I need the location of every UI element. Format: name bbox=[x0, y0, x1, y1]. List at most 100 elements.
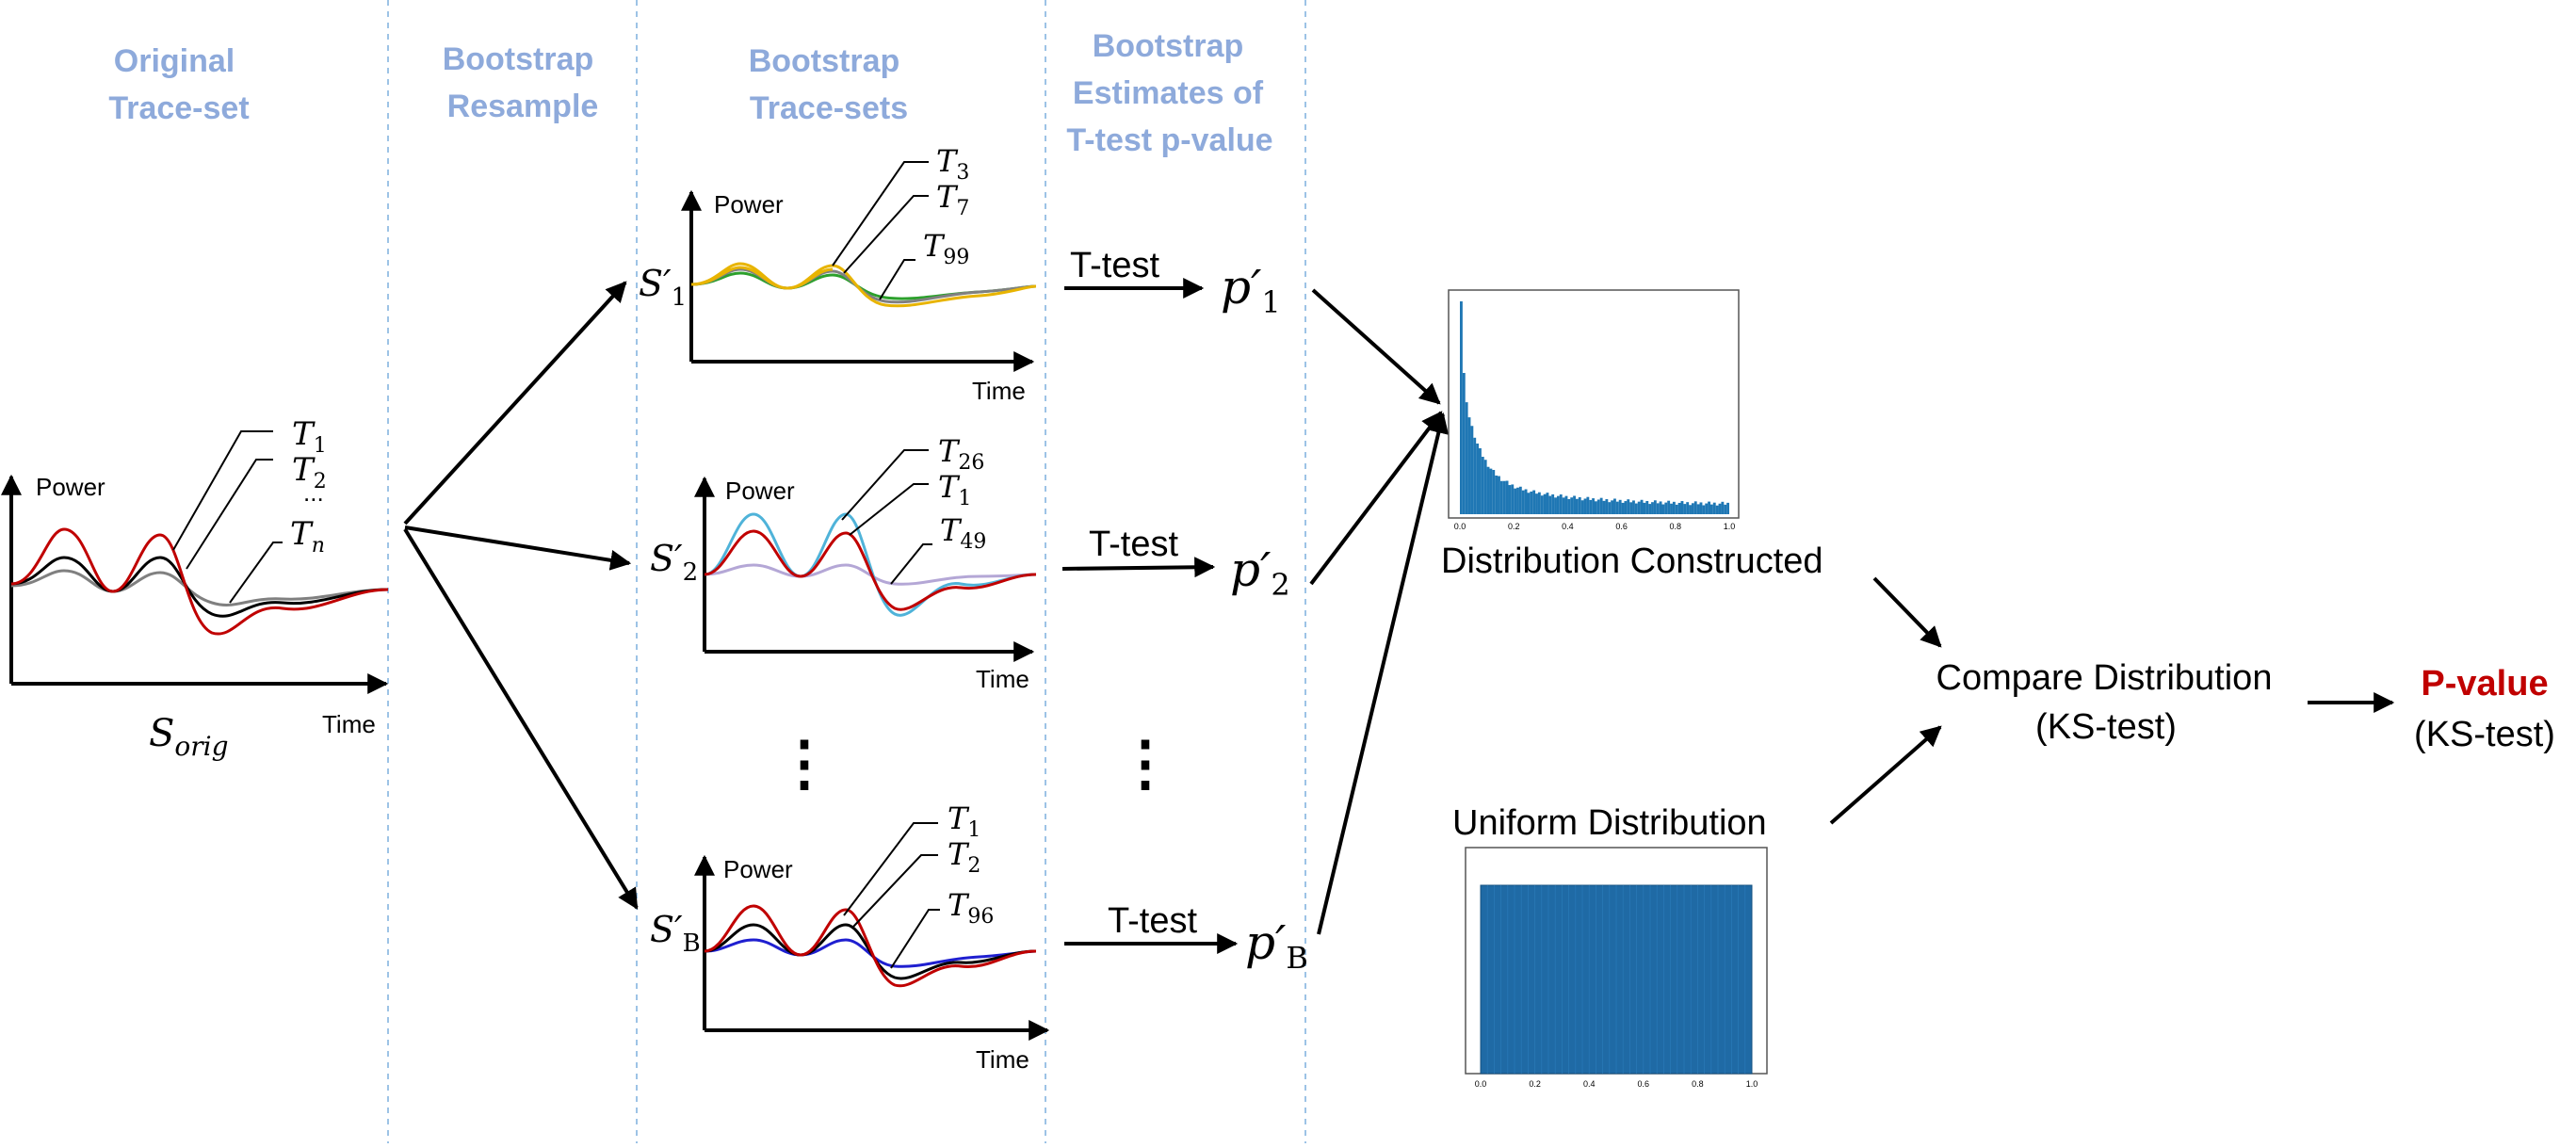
setb-power-label: Power bbox=[723, 855, 793, 883]
set2-trace-label-1: T26 bbox=[938, 433, 984, 475]
hist-bar bbox=[1708, 501, 1710, 514]
original-plot: Power Time T1 T2 ... Tn Sorig bbox=[0, 415, 389, 762]
hist-bar bbox=[1476, 443, 1480, 514]
hist-bar bbox=[1481, 457, 1484, 514]
hist-bar bbox=[1537, 492, 1541, 514]
hist-xtick-label: 0.0 bbox=[1454, 522, 1466, 531]
set2-ttest-arrow bbox=[1061, 557, 1216, 578]
hist-bar bbox=[1505, 480, 1509, 514]
hist-bar bbox=[1599, 497, 1603, 514]
hist-bar bbox=[1483, 460, 1487, 514]
hist-bar bbox=[1559, 494, 1563, 514]
set2-trace-lavender bbox=[704, 563, 1037, 586]
hist-bar bbox=[1530, 491, 1533, 514]
leader-t1 bbox=[172, 430, 273, 551]
uniform-distribution: Uniform Distribution 0.0 0.2 0.4 0.6 0.8 1.0 bbox=[1452, 803, 1768, 1089]
original-set-label: Sorig bbox=[149, 712, 229, 762]
arrow-p1-hist bbox=[1311, 288, 1441, 405]
arrow-to-s1 bbox=[403, 281, 627, 525]
hist-bar bbox=[1511, 484, 1515, 514]
hist-bar bbox=[1611, 500, 1614, 514]
hist-bar bbox=[1470, 426, 1474, 514]
hist-bar bbox=[1562, 497, 1565, 514]
trace-dots: ... bbox=[303, 478, 324, 507]
set2-trace-label-2: T1 bbox=[938, 469, 971, 510]
set1-trace-label-1: T3 bbox=[936, 143, 969, 185]
trace-label-tn: Tn bbox=[290, 515, 325, 558]
hist-bar bbox=[1556, 495, 1560, 514]
hist-bar bbox=[1514, 488, 1517, 514]
set2-trace-cyan bbox=[704, 512, 1037, 617]
set1-trace-label-3: T99 bbox=[923, 228, 969, 269]
trace-label-t2: T2 bbox=[292, 451, 327, 493]
header-original-2: Trace-set bbox=[108, 90, 249, 126]
hist-bar bbox=[1580, 500, 1584, 514]
set2-label: S′2 bbox=[650, 538, 698, 587]
hist-bar bbox=[1462, 373, 1466, 514]
compare-arrows bbox=[1829, 576, 2395, 825]
hist-bar bbox=[1621, 502, 1625, 514]
hist-bar bbox=[1675, 504, 1678, 514]
set2-power-label: Power bbox=[725, 477, 795, 505]
hist-bar bbox=[1583, 498, 1587, 514]
hist-bar bbox=[1632, 500, 1635, 514]
set2-leader-2 bbox=[849, 483, 929, 536]
header-resample-2: Resample bbox=[447, 89, 599, 124]
set2-ttest-label: T-test bbox=[1089, 525, 1178, 564]
hist-bar bbox=[1473, 437, 1477, 514]
dist-constructed-label: Distribution Constructed bbox=[1441, 542, 1823, 581]
hist-bar bbox=[1551, 493, 1555, 514]
set2-leader-3 bbox=[890, 543, 932, 585]
hist-bar bbox=[1499, 480, 1503, 514]
hist-bar bbox=[1691, 503, 1694, 514]
setb-pvalue: p′B bbox=[1245, 915, 1308, 976]
setb-ttest-label: T-test bbox=[1108, 901, 1197, 941]
original-time-label: Time bbox=[322, 710, 376, 738]
header-tracesets-1: Bootstrap bbox=[749, 43, 900, 79]
hist-bar bbox=[1686, 502, 1690, 514]
setb-trace-label-3: T96 bbox=[948, 887, 994, 929]
trace-red bbox=[10, 527, 389, 636]
hist-bar bbox=[1613, 498, 1616, 514]
set1-label: S′1 bbox=[639, 263, 687, 312]
hist-bar bbox=[1460, 301, 1463, 514]
header-tracesets-2: Trace-sets bbox=[750, 90, 908, 126]
hist-bar bbox=[1486, 466, 1490, 514]
setb-label: S′B bbox=[650, 909, 701, 958]
header-original-1: Original bbox=[114, 43, 235, 79]
hist-bar bbox=[1508, 485, 1512, 514]
hist-bar bbox=[1705, 503, 1709, 514]
hist-bar bbox=[1573, 495, 1576, 514]
hist-bar bbox=[1715, 505, 1719, 514]
hist-bar bbox=[1570, 497, 1574, 514]
hist-xtick-label: 0.4 bbox=[1562, 522, 1574, 531]
set1-trace-yellow bbox=[690, 262, 1037, 308]
hist-bar bbox=[1527, 493, 1531, 514]
set2-trace-label-3: T49 bbox=[940, 512, 986, 554]
hist-bar bbox=[1575, 498, 1579, 514]
uniform-label: Uniform Distribution bbox=[1452, 803, 1767, 843]
pvalue-to-hist-arrows bbox=[1309, 288, 1450, 935]
hist-bar bbox=[1586, 496, 1590, 514]
arrow-hist-compare bbox=[1872, 576, 1942, 648]
hist-bar bbox=[1677, 502, 1681, 514]
uniform-xtick-label: 0.4 bbox=[1583, 1079, 1596, 1089]
setb-trace-blue bbox=[704, 938, 1037, 968]
setb-leader-3 bbox=[890, 909, 940, 969]
hist-xtick-label: 1.0 bbox=[1724, 522, 1736, 531]
setb-time-label: Time bbox=[976, 1045, 1029, 1074]
hist-bar bbox=[1521, 490, 1525, 514]
hist-bar bbox=[1664, 502, 1668, 514]
hist-bar bbox=[1518, 486, 1522, 514]
hist-bar bbox=[1567, 498, 1571, 514]
set2-time-label: Time bbox=[976, 665, 1029, 693]
header-estimates-1: Bootstrap bbox=[1093, 28, 1244, 64]
uniform-xtick-label: 0.0 bbox=[1475, 1079, 1487, 1089]
set1-time-label: Time bbox=[972, 377, 1026, 405]
hist-bar bbox=[1693, 501, 1697, 514]
hist-xtick-label: 0.8 bbox=[1670, 522, 1682, 531]
hist-bar bbox=[1589, 499, 1593, 514]
hist-bar bbox=[1608, 502, 1612, 514]
column-headers: Original Trace-set Bootstrap Resample Bo… bbox=[108, 28, 1272, 158]
